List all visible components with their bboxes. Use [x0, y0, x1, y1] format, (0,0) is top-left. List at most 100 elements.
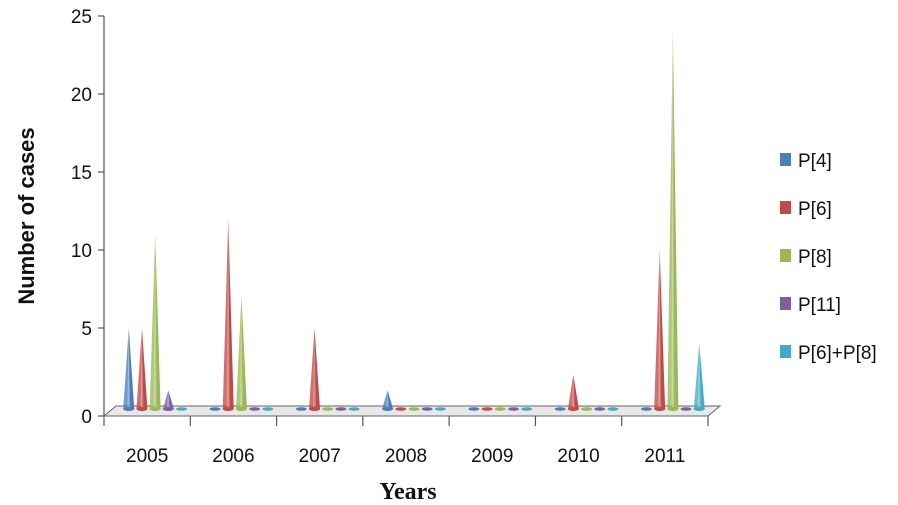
cone-base: [693, 407, 705, 411]
cone-mark: [640, 407, 652, 411]
y-axis-label: Number of cases: [14, 127, 39, 304]
cone-mark: [421, 407, 433, 411]
cone-mark: [123, 328, 135, 411]
cone-mark: [262, 407, 274, 411]
legend-swatch: [780, 153, 791, 166]
cone-mark: [680, 407, 692, 411]
cone-right-face: [141, 328, 148, 411]
cone-base-zero: [521, 407, 533, 411]
cone-base-zero: [348, 407, 360, 411]
cone-mark: [382, 390, 394, 411]
y-tick-label: 10: [71, 241, 92, 262]
cone-left-face: [654, 250, 660, 411]
cone-mark: [594, 407, 606, 411]
cone-right-face: [241, 296, 247, 411]
x-tick-label: 2009: [471, 446, 513, 467]
cone-mark: [468, 407, 480, 411]
cone-right-face: [672, 31, 679, 411]
y-tick-label: 15: [71, 163, 92, 184]
cone-base: [123, 407, 135, 411]
cone-base-zero: [335, 407, 347, 411]
cone-mark: [136, 328, 148, 411]
cone-mark: [149, 234, 161, 411]
legend-swatch: [780, 249, 791, 262]
cone-base-zero: [421, 407, 433, 411]
x-tick-label: 2008: [385, 446, 427, 467]
y-tick-label: 25: [71, 7, 92, 28]
legend-swatch: [780, 297, 791, 310]
x-tick-label: 2006: [212, 446, 254, 467]
cone-right-face: [128, 328, 135, 411]
cone-right-face: [155, 234, 161, 411]
cone-base: [667, 407, 679, 411]
cone-base-zero: [680, 407, 692, 411]
cone-mark: [249, 407, 261, 411]
cone-base-zero: [494, 407, 506, 411]
cone-highlight: [658, 250, 662, 409]
cone-highlight: [226, 218, 230, 409]
cone-highlight: [166, 390, 170, 409]
cone-mark: [521, 407, 533, 411]
x-tick-label: 2005: [126, 446, 168, 467]
x-tick-label: 2010: [557, 446, 599, 467]
cone-mark: [322, 407, 334, 411]
cone-mark: [348, 407, 360, 411]
cone-left-face: [693, 343, 700, 411]
cone-base-zero: [481, 407, 493, 411]
cone-base-zero: [507, 407, 519, 411]
cone-left-face: [136, 328, 142, 411]
cone-mark: [162, 390, 174, 411]
cone-base: [382, 407, 394, 411]
cone-base-zero: [295, 407, 307, 411]
cone-base-zero: [434, 407, 446, 411]
y-tick-label: 5: [81, 319, 92, 340]
cone-right-face: [228, 218, 234, 411]
cone-mark: [222, 218, 234, 411]
legend-swatch: [780, 345, 791, 358]
cone-base-zero: [594, 407, 606, 411]
legend-label: P[6]+P[8]: [798, 343, 877, 364]
legend-swatch: [780, 201, 791, 214]
tick-labels: 0 5 10 15 20 25 2005 2006 2007 2008 2009 2010 2011: [71, 7, 685, 467]
cone-right-face: [573, 374, 579, 411]
cone-left-face: [567, 374, 574, 411]
cone-mark: [567, 374, 579, 411]
cone-mark: [554, 407, 566, 411]
cone-mark: [654, 250, 666, 411]
cone-mark: [295, 407, 307, 411]
cone-left-face: [667, 31, 673, 411]
cone-highlight: [313, 328, 317, 409]
cone-highlight: [127, 328, 131, 409]
cone-mark: [176, 407, 188, 411]
legend-entry: P[4]: [780, 151, 832, 172]
cone-highlight: [571, 374, 575, 409]
cone-mark: [235, 296, 247, 411]
legend-label: P[8]: [798, 247, 832, 268]
cone-right-face: [699, 343, 705, 411]
cone-left-face: [235, 296, 242, 411]
cone-base: [235, 407, 247, 411]
cone-left-face: [162, 390, 169, 411]
cone-mark: [309, 328, 321, 411]
cone-base-zero: [395, 407, 407, 411]
cone-highlight: [153, 234, 157, 409]
cone-right-face: [659, 250, 666, 411]
legend: P[4] P[6] P[8] P[11] P[6]+P[8]: [780, 151, 877, 364]
cone-mark: [434, 407, 446, 411]
cone-base-zero: [554, 407, 566, 411]
legend-entry: P[6]+P[8]: [780, 343, 877, 364]
cone-base-zero: [640, 407, 652, 411]
cone-base-zero: [176, 407, 188, 411]
cone-left-face: [123, 328, 129, 411]
legend-label: P[4]: [798, 151, 832, 172]
cone-base: [162, 407, 174, 411]
chart-marks: [123, 31, 705, 411]
cone-base-zero: [408, 407, 420, 411]
legend-label: P[6]: [798, 199, 832, 220]
cone-base-zero: [581, 407, 593, 411]
x-tick-label: 2011: [644, 446, 685, 467]
cone-mark: [607, 407, 619, 411]
cone-mark: [335, 407, 347, 411]
cone-base-zero: [607, 407, 619, 411]
cone-right-face: [168, 390, 174, 411]
